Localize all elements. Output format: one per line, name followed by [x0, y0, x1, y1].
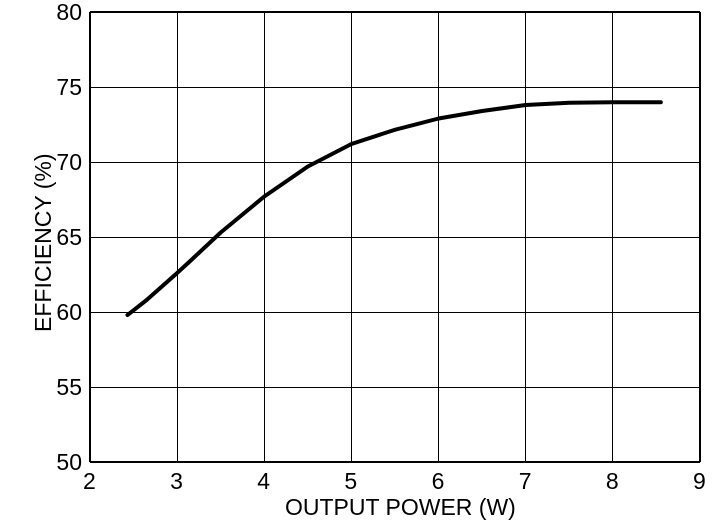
efficiency-curve [0, 0, 727, 526]
efficiency-chart: OUTPUT POWER (W) EFFICIENCY (%) 23456789… [0, 0, 727, 526]
